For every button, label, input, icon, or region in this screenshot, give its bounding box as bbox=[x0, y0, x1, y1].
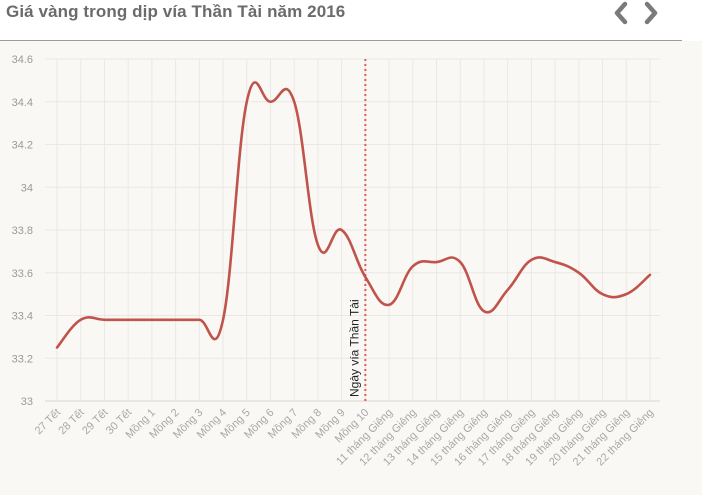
chart-area: 33 33.2 33.4 33.6 33.8 34 34.2 34.4 34.6 27 Tết 2… bbox=[0, 41, 702, 495]
chevron-right-icon[interactable] bbox=[640, 0, 662, 26]
series-line bbox=[55, 81, 652, 349]
x-tick-label: 27 Tết bbox=[33, 407, 63, 437]
y-tick-label: 33.6 bbox=[12, 268, 33, 280]
y-axis-ticks: 33 33.2 33.4 33.6 33.8 34 34.2 34.4 34.6 bbox=[12, 54, 33, 408]
y-tick-label: 33.2 bbox=[12, 353, 33, 365]
y-tick-label: 33 bbox=[21, 396, 33, 408]
marker-line-label: Ngày vía Thần Tài bbox=[347, 299, 361, 397]
y-tick-label: 33.4 bbox=[12, 311, 33, 323]
series-group bbox=[55, 81, 652, 349]
chevron-left-icon[interactable] bbox=[610, 0, 632, 26]
y-tick-label: 34.4 bbox=[12, 97, 33, 109]
marker-line-group: Ngày vía Thần Tài bbox=[347, 59, 367, 401]
y-tick-label: 34 bbox=[21, 182, 33, 194]
y-tick-label: 34.2 bbox=[12, 140, 33, 152]
y-tick-label: 33.8 bbox=[12, 225, 33, 237]
page-title: Giá vàng trong dịp vía Thần Tài năm 2016 bbox=[6, 2, 346, 21]
x-tick-label: 28 Tết bbox=[56, 407, 86, 437]
y-tick-label: 34.6 bbox=[12, 54, 33, 66]
header-divider bbox=[0, 40, 682, 41]
x-tick-label: 29 Tết bbox=[80, 407, 110, 437]
